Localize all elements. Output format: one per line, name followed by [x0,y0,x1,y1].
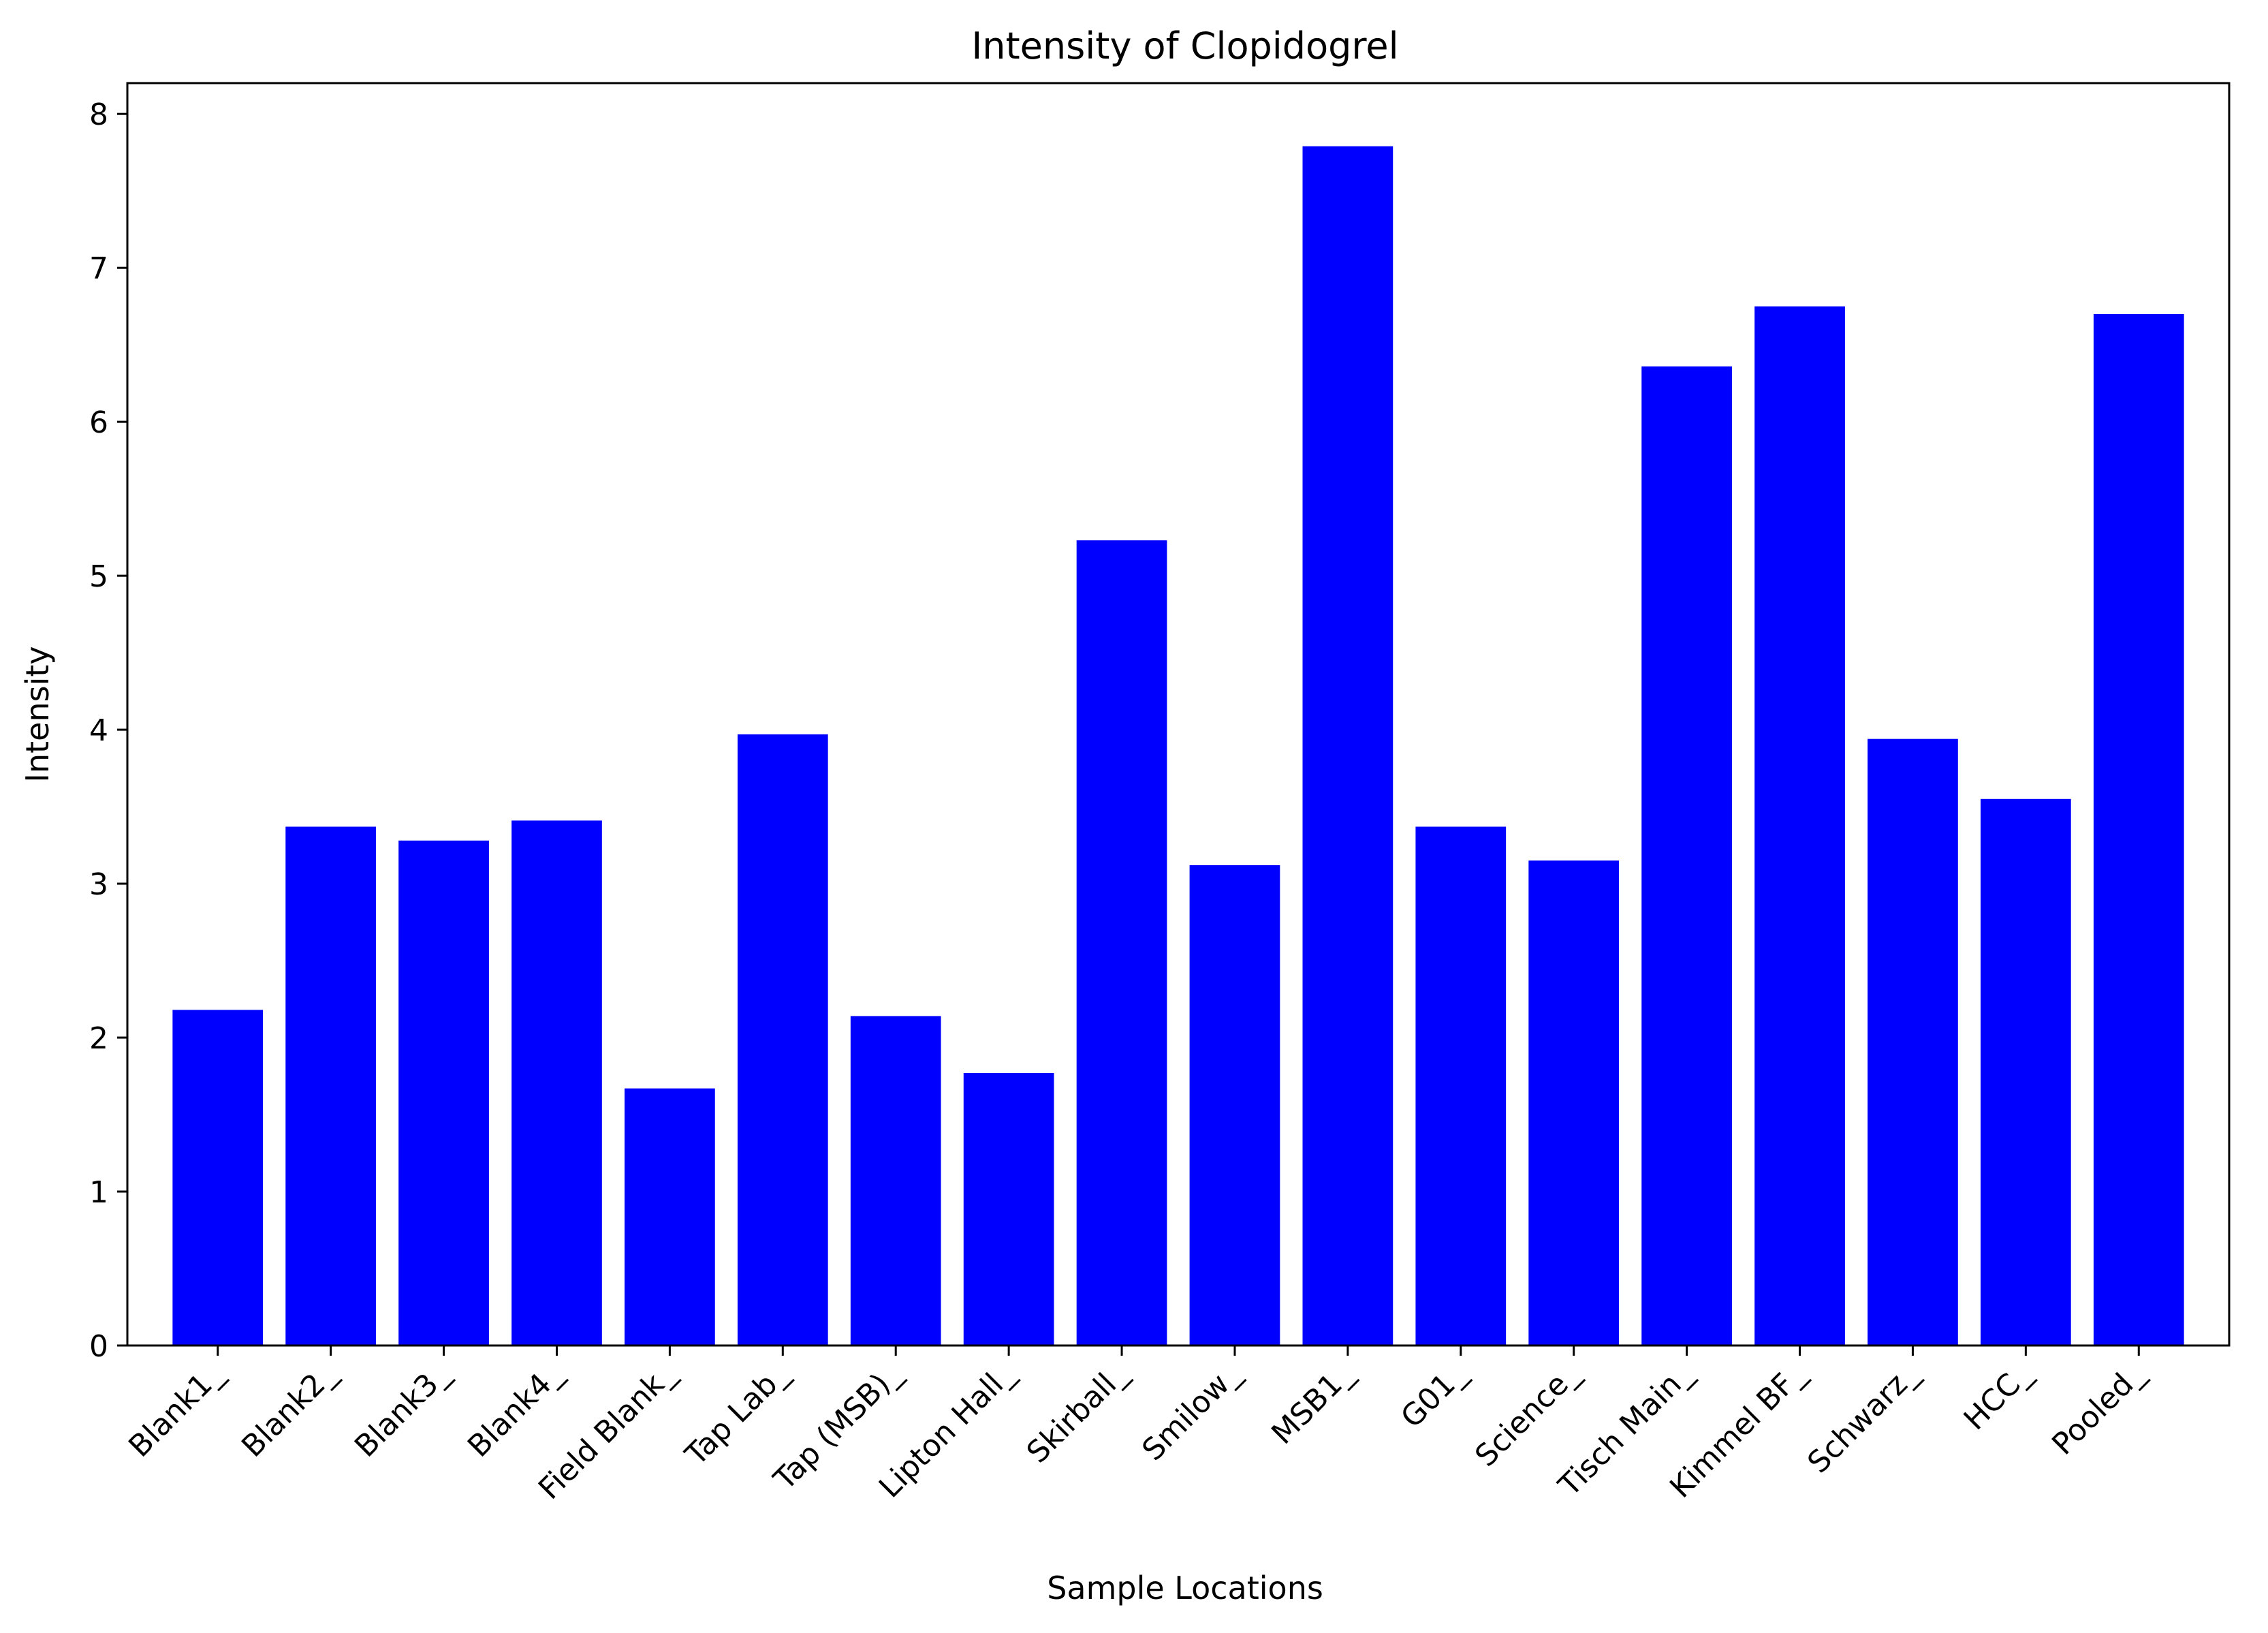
y-axis-ticks: 0 1 2 3 4 5 6 7 8 [89,97,127,1364]
bars [172,146,2184,1346]
bar-skirball [1076,540,1167,1346]
x-tick-label: G01_ [1394,1356,1473,1435]
x-tick-label: Blank4_ [461,1356,569,1464]
bar-blank2 [285,826,377,1346]
bar-g01 [1415,826,1507,1346]
bar-blank3 [398,840,489,1346]
y-tick-label: 1 [89,1175,108,1210]
y-tick-label: 6 [89,405,108,440]
y-tick-label: 3 [89,867,108,902]
x-tick-label: Schwarz_ [1801,1356,1925,1480]
x-tick-label: HCC_ [1957,1356,2038,1437]
bar-tap-msb [850,1016,941,1346]
x-tick-label: Pooled_ [2045,1356,2152,1462]
bar-kimmel-bf [1754,306,1845,1346]
y-tick-label: 2 [89,1021,108,1056]
x-tick-label: Smilow_ [1135,1356,1247,1467]
x-tick-label: Tap Lab_ [678,1356,796,1473]
bar-science [1528,860,1620,1346]
bar-smilow [1189,865,1280,1346]
x-tick-label: Blank2_ [235,1356,343,1464]
chart-title: Intensity of Clopidogrel [971,25,1398,67]
x-tick-label: Blank3_ [348,1356,456,1464]
x-tick-label: Blank1_ [122,1356,230,1464]
bar-hcc [1980,798,2071,1346]
x-tick-label: Skirball_ [1020,1356,1135,1470]
y-tick-label: 8 [89,97,108,132]
bar-pooled [2093,313,2184,1346]
y-axis-label: Intensity [19,646,56,782]
bar-lipton-hall [963,1073,1054,1346]
x-axis-label: Sample Locations [1047,1570,1323,1606]
y-tick-label: 0 [89,1329,108,1364]
y-tick-label: 4 [89,713,108,748]
bar-blank4 [511,820,602,1346]
bar-tisch-main [1641,366,1732,1346]
x-tick-label: MSB1_ [1265,1356,1360,1451]
y-tick-label: 5 [89,559,108,594]
bar-msb1 [1302,146,1393,1346]
bar-field-blank [625,1088,715,1346]
bar-blank1 [172,1010,264,1346]
x-tick-label: Science_ [1468,1356,1586,1474]
x-axis-ticks: Blank1_ Blank2_ Blank3_ Blank4_Field Blank_… [122,1346,2152,1506]
plot-frame [126,82,2231,1347]
y-tick-label: 7 [89,251,108,286]
bar-schwarz [1868,738,1958,1346]
bar-tap-lab [737,734,828,1346]
